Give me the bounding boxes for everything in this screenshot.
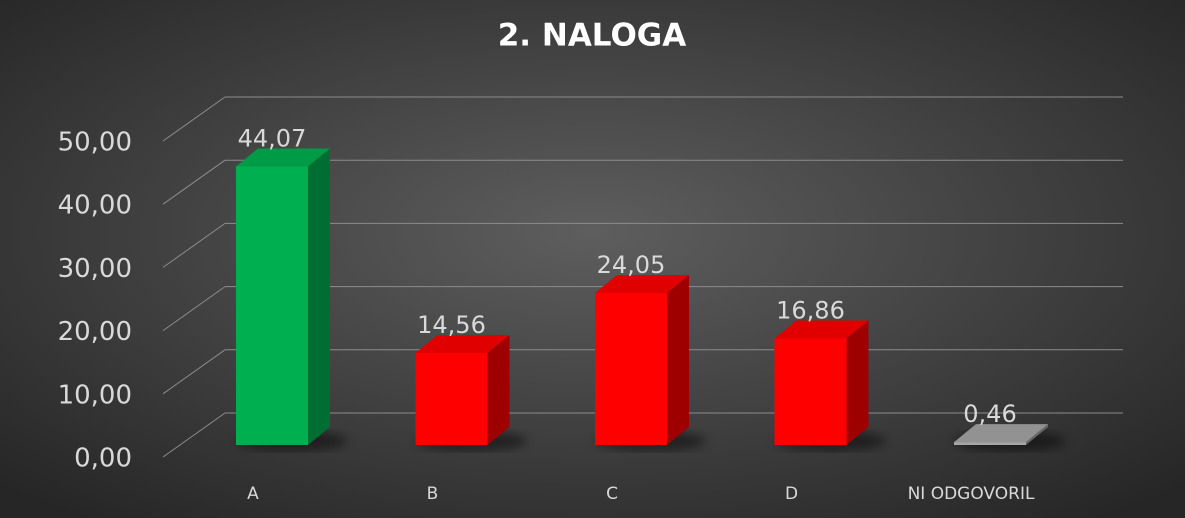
bar-top bbox=[415, 334, 510, 353]
bar bbox=[236, 166, 308, 445]
grid-line bbox=[162, 222, 226, 268]
bar-side bbox=[846, 320, 869, 445]
bar-side bbox=[667, 275, 689, 445]
y-tick-label: 30,00 bbox=[58, 254, 132, 284]
data-label: 16,86 bbox=[776, 296, 845, 324]
y-tick-label: 50,00 bbox=[58, 128, 132, 158]
x-tick-label: C bbox=[606, 484, 618, 504]
y-tick-label: 10,00 bbox=[58, 380, 132, 410]
data-label: 44,07 bbox=[238, 124, 307, 152]
bar bbox=[415, 352, 488, 445]
bar-top bbox=[595, 275, 689, 294]
grid-line bbox=[162, 96, 226, 142]
grid-line bbox=[162, 349, 226, 395]
bar bbox=[954, 442, 1026, 445]
y-tick-label: 20,00 bbox=[58, 317, 132, 347]
data-label: 0,46 bbox=[963, 400, 1016, 428]
grid-line bbox=[162, 159, 226, 205]
bar-side bbox=[487, 334, 510, 445]
x-tick-label: NI ODGOVORIL bbox=[908, 484, 1035, 504]
x-tick-label: A bbox=[247, 484, 259, 504]
x-tick-label: D bbox=[785, 484, 798, 504]
data-label: 14,56 bbox=[417, 311, 486, 339]
y-tick-label: 0,00 bbox=[74, 444, 132, 474]
chart-title: 2. NALOGA bbox=[498, 18, 687, 54]
bar bbox=[595, 293, 667, 445]
grid-line bbox=[162, 286, 226, 332]
data-label: 24,05 bbox=[597, 251, 666, 279]
bar bbox=[774, 338, 847, 445]
bar-side bbox=[308, 148, 330, 445]
bar-side bbox=[1026, 424, 1048, 445]
bar-top bbox=[236, 148, 330, 167]
x-tick-label: B bbox=[427, 484, 439, 504]
grid-line bbox=[162, 412, 226, 458]
bar-top bbox=[774, 320, 869, 339]
bar-top bbox=[954, 424, 1048, 443]
y-tick-label: 40,00 bbox=[58, 191, 132, 221]
